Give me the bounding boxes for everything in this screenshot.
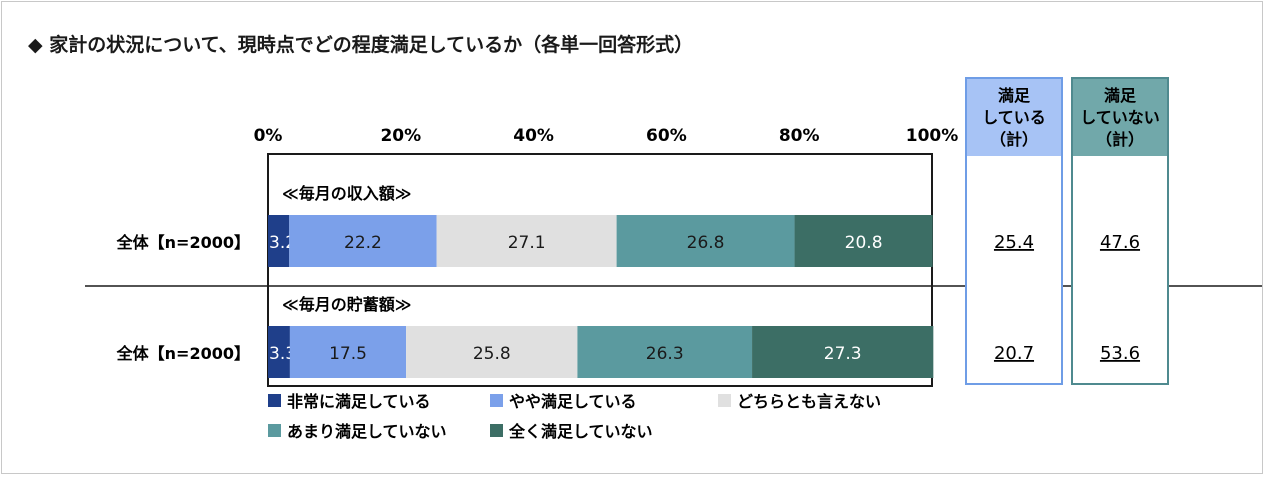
- data-label: 26.8: [687, 233, 725, 253]
- summary-value: 47.6: [1100, 232, 1140, 253]
- bar-segment-somewhat-satisfied: [289, 215, 437, 267]
- bar-segment-very-satisfied: [268, 215, 290, 267]
- bar-segment-neutral: [406, 326, 578, 378]
- legend-swatch-very-satisfied: [268, 394, 281, 407]
- bar-segment-neutral: [436, 215, 617, 267]
- section-label: ≪毎月の貯蓄額≫: [282, 295, 412, 314]
- row-label: 全体【n=2000】: [116, 233, 250, 252]
- plot-area-frame: [267, 153, 933, 387]
- x-tick-label: 20%: [380, 126, 421, 146]
- data-label: 17.5: [329, 344, 367, 364]
- summary-value: 25.4: [994, 232, 1034, 253]
- x-tick-label: 60%: [646, 126, 687, 146]
- section-label: ≪毎月の収入額≫: [282, 184, 412, 203]
- summary-column-header: していない: [1080, 108, 1160, 127]
- legend-swatch-not-at-all-satisfied: [490, 424, 503, 437]
- bar-segment-not-at-all-satisfied: [752, 326, 934, 378]
- summary-column-header: （計）: [1096, 130, 1144, 149]
- legend-label: 全く満足していない: [508, 422, 653, 441]
- bar-segment-not-at-all-satisfied: [794, 215, 933, 267]
- summary-column-2-header-bg: [1073, 79, 1167, 156]
- legend-label: どちらとも言えない: [737, 392, 881, 411]
- bar-segment-not-very-satisfied: [616, 215, 795, 267]
- legend-label: 非常に満足している: [287, 392, 431, 411]
- x-tick-label: 40%: [513, 126, 554, 146]
- x-tick-label: 80%: [779, 126, 820, 146]
- data-label: 20.8: [845, 233, 883, 253]
- chart-title: ◆ 家計の状況について、現時点でどの程度満足しているか（各単一回答形式）: [28, 34, 694, 56]
- legend-swatch-not-very-satisfied: [268, 424, 281, 437]
- legend-label: あまり満足していない: [287, 422, 447, 441]
- legend-swatch-neutral: [718, 394, 731, 407]
- data-label: 3.3: [269, 344, 296, 364]
- legend-swatch-somewhat-satisfied: [490, 394, 503, 407]
- bar-segment-somewhat-satisfied: [289, 326, 407, 378]
- legend-label: やや満足している: [509, 392, 637, 411]
- summary-column-header: 満足: [1104, 86, 1137, 105]
- bar-segment-very-satisfied: [268, 326, 290, 378]
- x-tick-label: 0%: [254, 126, 283, 146]
- row-label: 全体【n=2000】: [116, 344, 250, 363]
- summary-column-header: 満足: [998, 86, 1031, 105]
- data-label: 27.1: [508, 233, 546, 253]
- data-label: 25.8: [473, 344, 511, 364]
- data-label: 26.3: [646, 344, 684, 364]
- data-label: 22.2: [344, 233, 382, 253]
- summary-column-header: している: [982, 108, 1046, 127]
- summary-column-header: （計）: [990, 130, 1038, 149]
- data-label: 27.3: [824, 344, 862, 364]
- summary-column-1-header-bg: [967, 79, 1061, 156]
- bar-segment-not-very-satisfied: [577, 326, 753, 378]
- summary-value: 53.6: [1100, 343, 1140, 364]
- summary-value: 20.7: [994, 343, 1034, 364]
- x-tick-label: 100%: [906, 126, 959, 146]
